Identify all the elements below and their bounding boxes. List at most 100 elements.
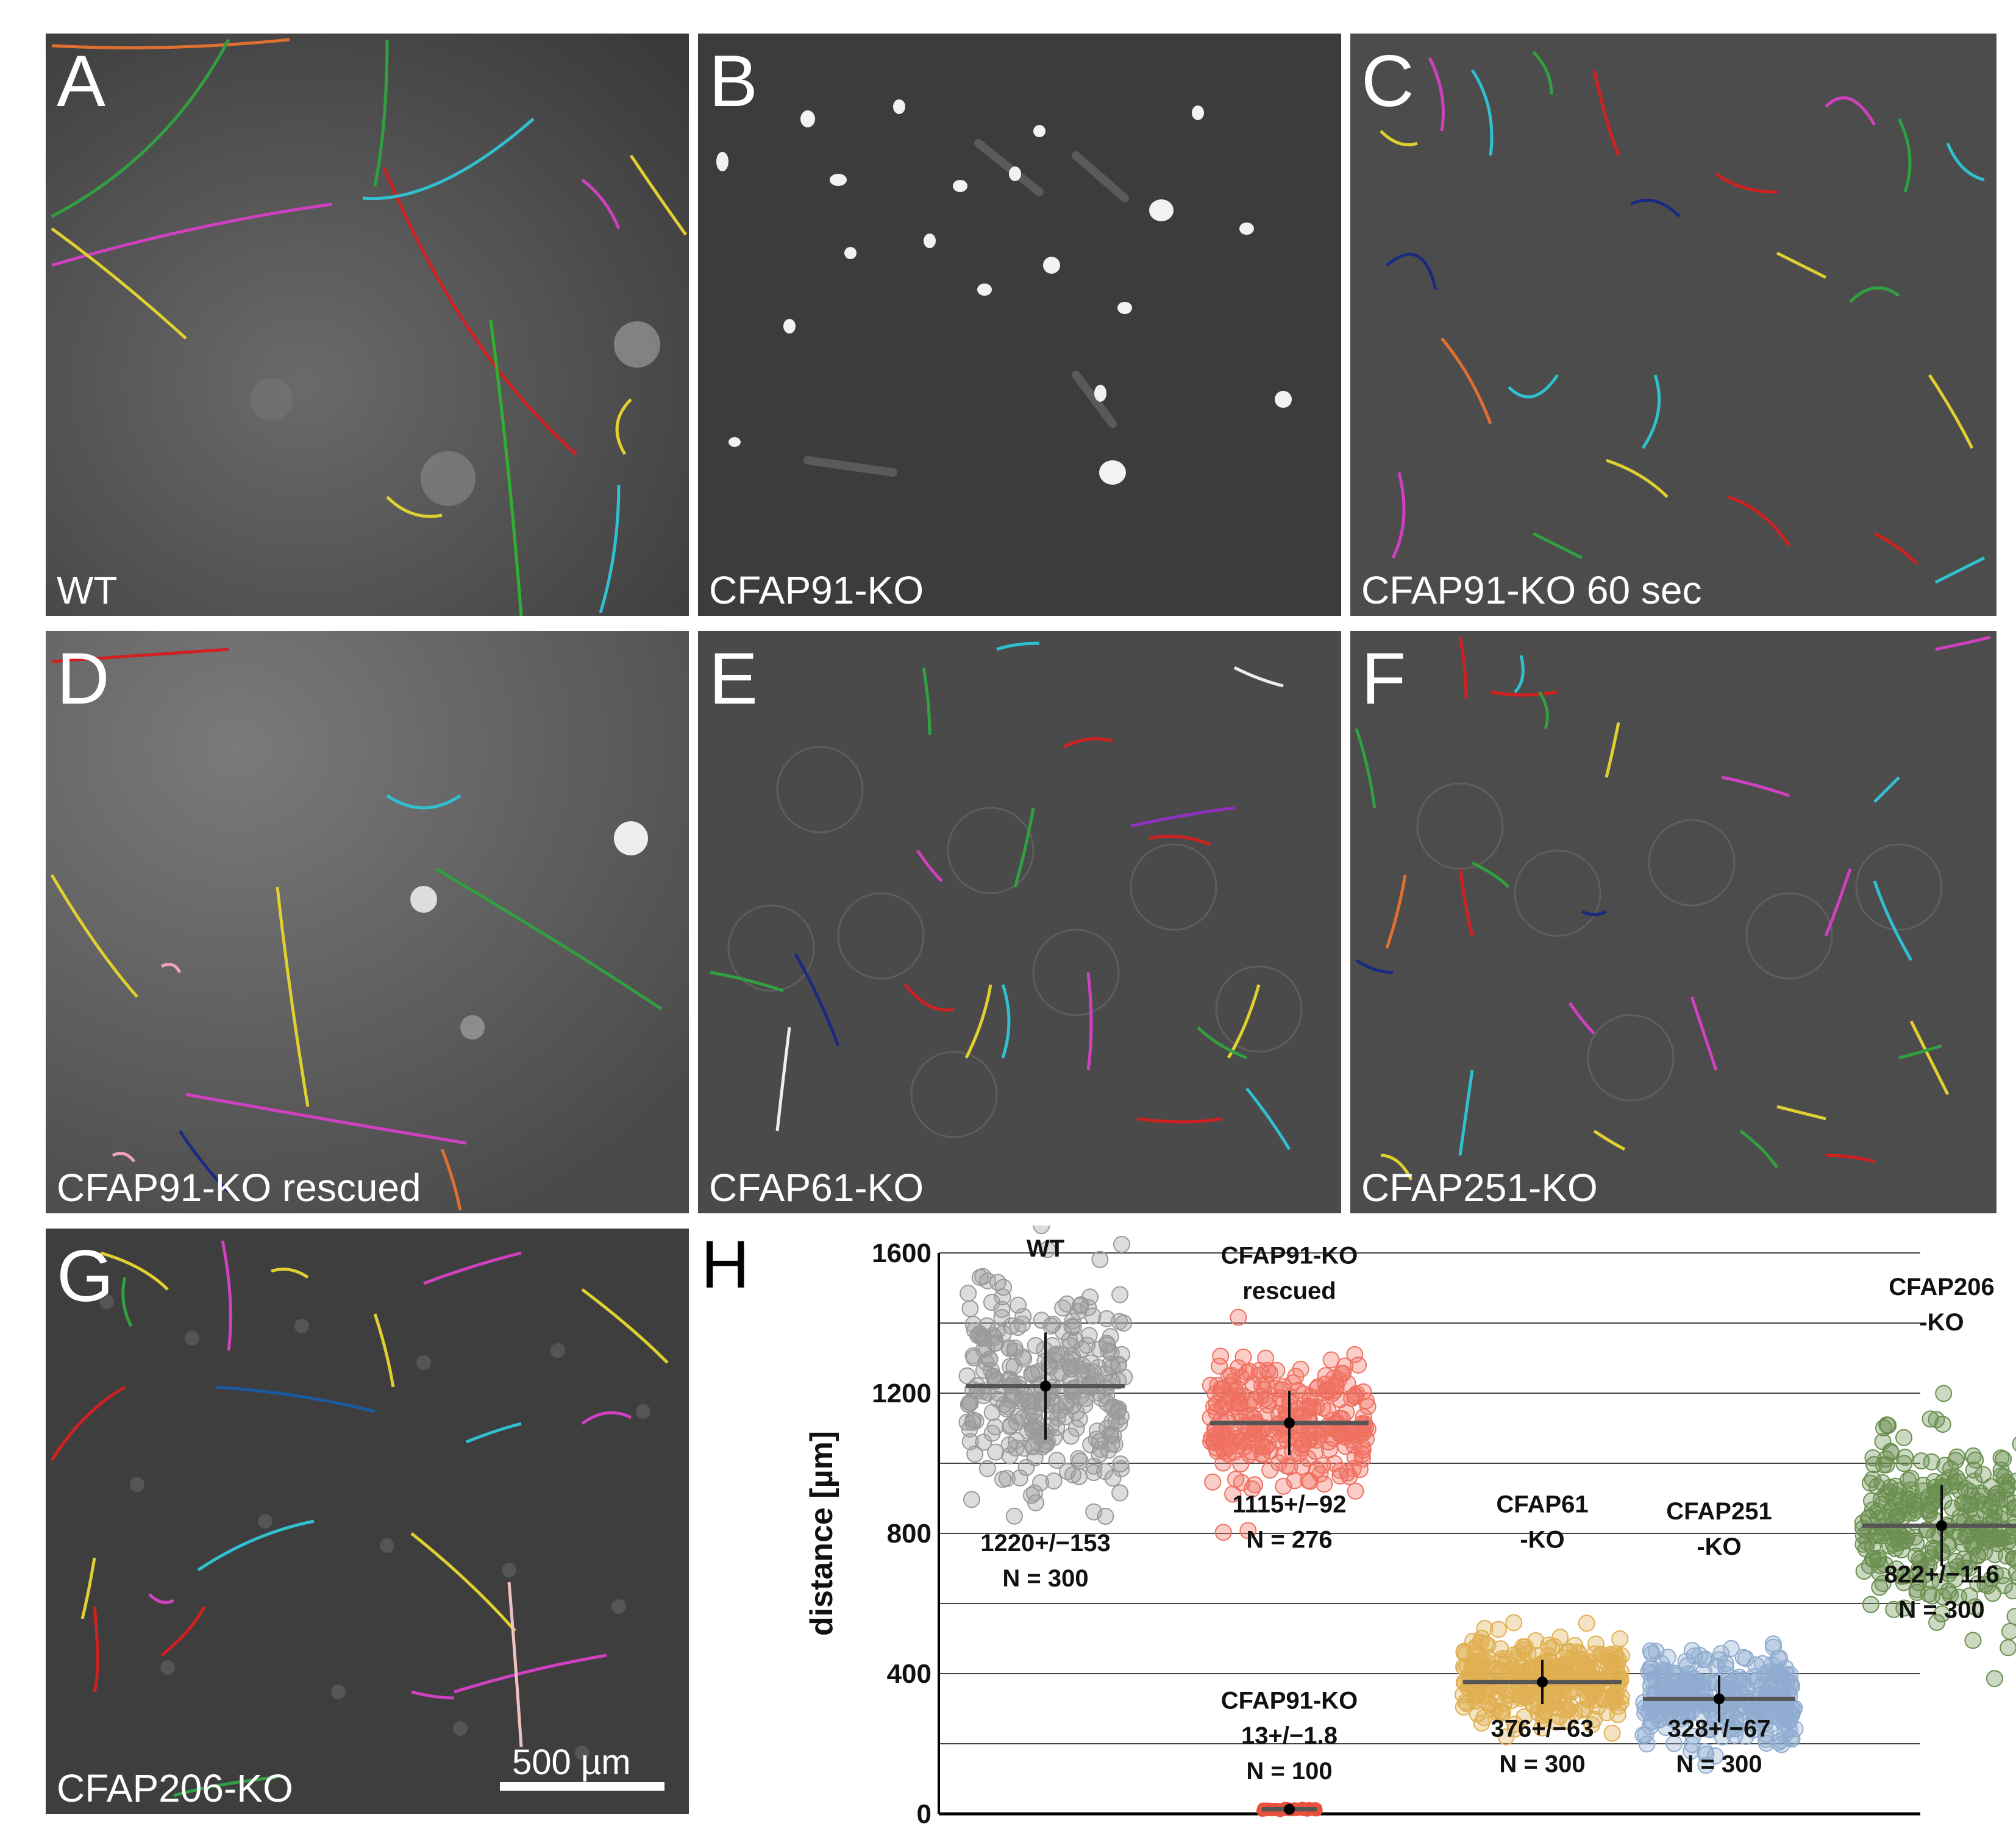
data-point — [1584, 1685, 1601, 1702]
data-point — [1875, 1456, 1892, 1474]
data-point — [1025, 1484, 1043, 1502]
data-point — [1259, 1361, 1277, 1379]
data-point — [1934, 1473, 1952, 1491]
micrograph-e — [698, 631, 1341, 1213]
mean-point — [1936, 1520, 1947, 1532]
data-point — [1042, 1317, 1060, 1335]
data-point — [1992, 1467, 2010, 1485]
data-point — [963, 1491, 980, 1508]
data-point — [1108, 1403, 1126, 1421]
data-point — [1224, 1485, 1242, 1503]
data-point — [1948, 1448, 1966, 1466]
data-point — [2006, 1608, 2016, 1625]
data-point — [1739, 1693, 1756, 1710]
panel-caption: CFAP251-KO — [1361, 1166, 1598, 1210]
data-point — [2000, 1639, 2016, 1657]
panel-b: B CFAP91-KO — [698, 34, 1341, 616]
data-point — [961, 1420, 978, 1438]
group-n: N = 100 — [1246, 1758, 1332, 1785]
data-point — [1011, 1469, 1028, 1487]
data-point — [1864, 1471, 1881, 1488]
data-point — [1246, 1476, 1264, 1494]
panel-caption: CFAP91-KO — [709, 568, 924, 612]
mean-point — [1714, 1693, 1725, 1705]
data-point — [1578, 1614, 1595, 1632]
data-point — [1992, 1449, 2010, 1467]
data-point — [986, 1418, 1004, 1436]
data-point — [1333, 1365, 1350, 1382]
data-point — [1230, 1308, 1247, 1326]
data-point — [1349, 1425, 1367, 1443]
panel-caption: CFAP61-KO — [709, 1166, 924, 1210]
micrograph-g — [46, 1229, 689, 1814]
data-point — [1286, 1472, 1303, 1489]
data-point — [1765, 1638, 1783, 1656]
group-stat: 376+/−63 — [1491, 1716, 1594, 1743]
data-point — [1022, 1486, 1040, 1504]
data-point — [1017, 1458, 1035, 1476]
group-stat: 13+/−1.8 — [1241, 1722, 1337, 1749]
data-point — [961, 1300, 979, 1318]
data-point — [1991, 1491, 2009, 1509]
data-point — [1519, 1644, 1537, 1662]
data-point — [1857, 1540, 1875, 1558]
data-point — [1278, 1457, 1295, 1475]
data-point — [1005, 1358, 1023, 1375]
data-point — [1085, 1503, 1103, 1521]
data-point — [1864, 1501, 1881, 1519]
panel-a: A WT — [46, 34, 689, 616]
data-point — [1775, 1714, 1792, 1732]
data-point — [1935, 1492, 1953, 1510]
data-point — [1469, 1705, 1486, 1723]
micrograph-a — [46, 34, 689, 616]
data-point — [1350, 1356, 1367, 1374]
data-point — [960, 1285, 977, 1302]
data-point — [1233, 1387, 1250, 1405]
data-point — [1527, 1632, 1545, 1650]
data-point — [983, 1294, 1000, 1311]
data-point — [1714, 1678, 1731, 1696]
data-point — [1722, 1639, 1740, 1657]
data-point — [1268, 1361, 1286, 1379]
group-n: N = 276 — [1246, 1527, 1332, 1554]
group-stat: 1220+/−153 — [980, 1530, 1111, 1557]
data-point — [1892, 1526, 1910, 1544]
panel-caption: WT — [57, 568, 118, 612]
data-point — [1914, 1482, 1932, 1500]
micrograph-d — [46, 631, 689, 1213]
data-point — [1061, 1332, 1078, 1349]
data-point — [1906, 1529, 1924, 1546]
group-n: N = 300 — [1676, 1751, 1762, 1778]
data-point — [1651, 1705, 1669, 1722]
mean-point — [1040, 1380, 1051, 1392]
scale-bar: 500 µm — [500, 1742, 664, 1791]
data-point — [1033, 1438, 1051, 1456]
data-point — [1103, 1399, 1120, 1416]
data-point — [1014, 1315, 1031, 1333]
data-point — [1294, 1458, 1311, 1475]
data-point — [1038, 1396, 1056, 1413]
data-point — [985, 1369, 1003, 1386]
data-point — [1900, 1471, 1917, 1489]
data-point — [1970, 1520, 1987, 1538]
data-point — [1275, 1426, 1292, 1444]
data-point — [2012, 1436, 2016, 1452]
panel-letter: A — [57, 40, 106, 122]
data-point — [1291, 1444, 1308, 1462]
data-point — [983, 1404, 1001, 1421]
data-point — [1331, 1461, 1349, 1479]
data-point — [1045, 1472, 1063, 1489]
data-point — [1545, 1638, 1563, 1655]
group-label: rescued — [1242, 1277, 1336, 1304]
data-point — [1064, 1318, 1082, 1336]
distance-chart: 0 400 800 1200 1600 distance [µm] WT 1220+/−153… — [804, 1225, 2016, 1829]
data-point — [1973, 1487, 1991, 1505]
data-point — [1019, 1422, 1036, 1440]
data-point — [1570, 1645, 1587, 1663]
data-point — [1683, 1642, 1701, 1660]
panel-letter: F — [1361, 638, 1406, 719]
data-point — [1355, 1383, 1372, 1400]
y-tick-label: 0 — [917, 1799, 931, 1829]
data-point — [1710, 1651, 1728, 1669]
data-point — [1032, 1474, 1050, 1491]
